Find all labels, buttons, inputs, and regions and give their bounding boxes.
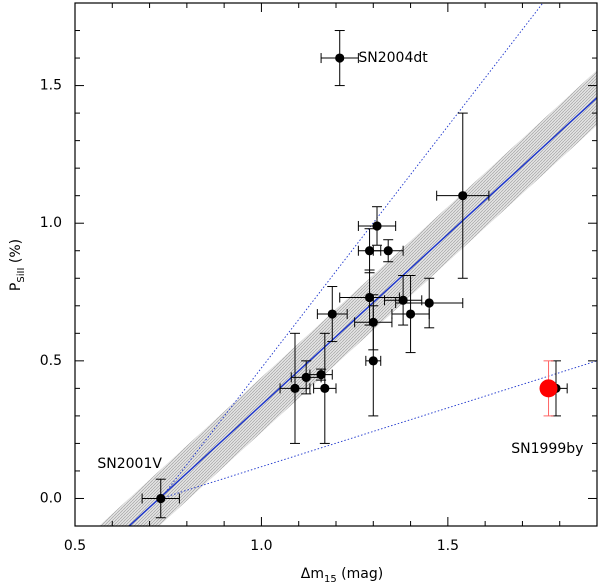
data-point <box>364 292 375 303</box>
annotation-label: SN1999by <box>511 441 583 457</box>
data-point <box>301 372 311 382</box>
bound-line-1 <box>160 3 544 499</box>
x-tick-label: 0.5 <box>64 538 86 554</box>
data-point <box>320 383 330 393</box>
data-point <box>368 356 378 366</box>
x-axis-label: Δm15 (mag) <box>301 566 383 583</box>
x-tick-label: 1.5 <box>437 538 459 554</box>
highlight-point <box>539 379 558 398</box>
y-tick-label: 0.5 <box>40 353 62 369</box>
y-tick-label: 1.5 <box>40 78 62 94</box>
data-point <box>335 53 345 63</box>
data-point <box>316 370 326 380</box>
fit-confidence-band <box>99 70 597 526</box>
annotation-label: SN2001V <box>97 456 162 472</box>
axis-labels: Δm15 (mag) PSiII (%) <box>8 239 383 583</box>
data-point <box>383 246 393 256</box>
annotations: SN2004dt SN2001V SN1999by <box>97 50 583 472</box>
data-point <box>405 309 416 319</box>
data-point <box>290 383 300 393</box>
y-axis-label: PSiII (%) <box>8 239 27 291</box>
data-points <box>156 53 561 504</box>
data-point <box>364 246 375 256</box>
data-point <box>458 191 468 201</box>
fit-line <box>128 97 597 526</box>
y-tick-label: 0.0 <box>40 490 62 506</box>
data-point <box>372 221 382 231</box>
confidence-band <box>99 70 597 526</box>
y-tick-label: 1.0 <box>40 215 62 231</box>
x-tick-label: 1.0 <box>250 538 272 554</box>
data-point <box>398 295 408 305</box>
data-point <box>368 317 378 327</box>
data-point <box>424 298 434 308</box>
data-point <box>156 493 166 504</box>
bound-line-2 <box>160 360 597 499</box>
axis-ticks: 0.5 1.0 1.5 0.0 0.5 1.0 1.5 <box>40 2 598 554</box>
data-point <box>327 309 337 319</box>
annotation-label: SN2004dt <box>358 50 428 66</box>
